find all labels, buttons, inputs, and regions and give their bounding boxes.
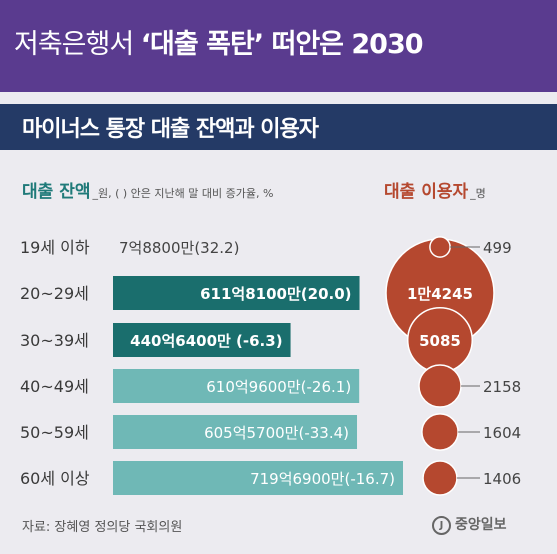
subheading: 마이너스 통장 대출 잔액과 이용자 [22,117,319,142]
source-note: 자료: 장혜영 정의당 국회의원 [22,520,183,535]
chart: 19세 이하 20~29세 30~39세 40~49세 50~59세 60세 이상 7억88… [20,236,521,496]
borrower-value-label: 2158 [483,378,521,396]
borrower-value-label: 5085 [419,332,461,350]
borrower-value-label: 499 [483,239,512,257]
category-label: 40~49세 [20,377,89,396]
balance-label: 611억8100만(20.0) [200,285,351,303]
balance-bar [113,323,291,357]
borrower-count-title: 대출 이용자 [384,182,469,202]
balance-bar [113,276,360,310]
headline-part-1: 저축은행서 [14,29,141,60]
loan-balance-label: 대출 잔액 _원, ( ) 안은 지난해 말 대비 증가율, % [22,177,273,202]
category-label: 50~59세 [20,423,89,442]
balance-label: 7억8800만(32.2) [119,239,239,257]
borrower-bubble [422,460,458,496]
category-label: 30~39세 [20,331,89,350]
balance-label: 610억9600만(-26.1) [206,378,351,396]
borrower-value-label: 1만4245 [407,285,473,303]
category-label: 60세 이상 [20,469,90,488]
headline: 저축은행서 ‘대출 폭탄’ 떠안은 2030 [14,22,424,61]
subheading-banner [0,104,557,150]
logo-text: 중앙일보 [455,517,507,533]
headline-part-3: 떠안은 2030 [263,29,423,60]
balance-label: 605억5700만(-33.4) [204,424,349,442]
balance-label: 719억6900만(-16.7) [250,470,395,488]
balance-bar [113,369,360,403]
publisher-logo: J 중앙일보 [432,514,507,535]
balance-label: 440억6400만 (-6.3) [130,332,282,350]
loan-balance-title: 대출 잔액 [22,182,91,202]
borrower-value-label: 1406 [483,470,521,488]
borrower-bubble [429,236,451,258]
balance-bar [113,415,358,449]
loan-balance-note: _원, ( ) 안은 지난해 말 대비 증가율, % [92,187,274,200]
borrower-bubble [421,413,459,451]
borrower-count-label: 대출 이용자 _명 [384,177,486,202]
balance-bar [113,461,403,495]
headline-part-2: ‘대출 폭탄’ [140,29,264,60]
category-label: 19세 이하 [20,238,90,257]
borrower-value-label: 1604 [483,424,521,442]
headline-banner [0,0,557,92]
logo-mark-icon: J [432,515,451,535]
borrower-bubble [418,364,462,408]
borrower-count-note: _명 [470,187,486,200]
category-label: 20~29세 [20,284,89,303]
